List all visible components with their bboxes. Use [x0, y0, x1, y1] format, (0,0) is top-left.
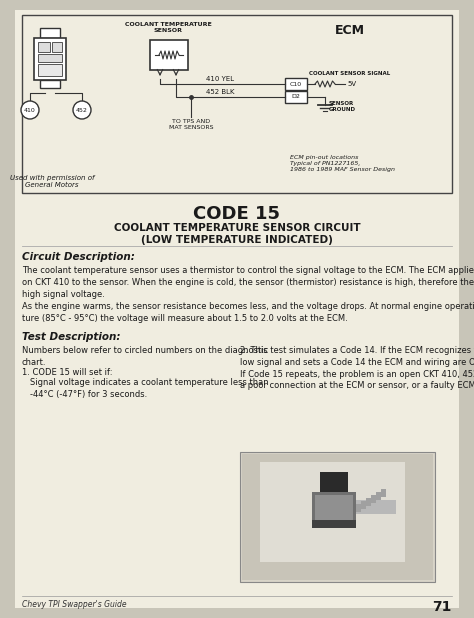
Text: Test Description:: Test Description:	[22, 332, 120, 342]
Bar	[150, 40, 188, 70]
Bar	[381, 489, 386, 497]
Bar	[371, 495, 376, 503]
Text: 410 YEL: 410 YEL	[206, 76, 234, 82]
Bar	[285, 91, 307, 103]
Circle shape	[21, 101, 39, 119]
Bar	[260, 462, 405, 562]
Text: Numbers below refer to circled numbers on the diagnostic
chart.: Numbers below refer to circled numbers o…	[22, 346, 268, 367]
Text: Chevy TPI Swapper's Guide: Chevy TPI Swapper's Guide	[22, 600, 127, 609]
Bar	[240, 452, 435, 582]
Bar	[312, 520, 356, 528]
Bar	[285, 78, 307, 90]
Text: (LOW TEMPERATURE INDICATED): (LOW TEMPERATURE INDICATED)	[141, 235, 333, 245]
Bar	[376, 492, 381, 500]
Text: ECM: ECM	[335, 24, 365, 37]
Text: C10: C10	[290, 82, 302, 87]
Text: 5V: 5V	[347, 81, 356, 87]
Bar	[38, 42, 50, 52]
Text: 2. This test simulates a Code 14. If the ECM recognizes the
low signal and sets : 2. This test simulates a Code 14. If the…	[240, 346, 474, 391]
Bar	[34, 38, 66, 80]
Text: 452 BLK: 452 BLK	[206, 89, 234, 95]
Bar	[366, 498, 371, 506]
Text: COOLANT TEMPERATURE SENSOR CIRCUIT: COOLANT TEMPERATURE SENSOR CIRCUIT	[114, 223, 360, 233]
Bar	[242, 454, 433, 580]
Bar	[356, 500, 396, 514]
Bar	[40, 80, 60, 88]
Text: 71: 71	[433, 600, 452, 614]
Text: Signal voltage indicates a coolant temperature less than
-44°C (-47°F) for 3 sec: Signal voltage indicates a coolant tempe…	[30, 378, 269, 399]
Text: COOLANT TEMPERATURE
SENSOR: COOLANT TEMPERATURE SENSOR	[125, 22, 211, 33]
Bar	[361, 501, 366, 509]
Text: 1. CODE 15 will set if:: 1. CODE 15 will set if:	[22, 368, 112, 377]
Text: The coolant temperature sensor uses a thermistor to control the signal voltage t: The coolant temperature sensor uses a th…	[22, 266, 474, 298]
Text: Used with permission of
General Motors: Used with permission of General Motors	[10, 175, 94, 188]
Bar	[38, 54, 62, 62]
Text: COOLANT SENSOR SIGNAL: COOLANT SENSOR SIGNAL	[309, 71, 390, 76]
Bar	[315, 495, 353, 521]
Bar	[52, 42, 62, 52]
Text: CODE 15: CODE 15	[193, 205, 281, 223]
Bar	[312, 492, 356, 524]
Bar	[320, 472, 348, 494]
Bar	[356, 504, 361, 512]
Text: SENSOR
GROUND: SENSOR GROUND	[329, 101, 356, 112]
Text: 452: 452	[76, 108, 88, 112]
Bar	[38, 64, 62, 76]
Text: 410: 410	[24, 108, 36, 112]
Bar	[22, 15, 452, 193]
Text: ECM pin-out locations
Typical of PN1227165,
1986 to 1989 MAF Sensor Design: ECM pin-out locations Typical of PN12271…	[290, 155, 395, 172]
Bar	[40, 28, 60, 38]
Text: Circuit Description:: Circuit Description:	[22, 252, 135, 262]
Text: As the engine warms, the sensor resistance becomes less, and the voltage drops. : As the engine warms, the sensor resistan…	[22, 302, 474, 323]
Circle shape	[73, 101, 91, 119]
Text: D2: D2	[292, 95, 301, 99]
Text: TO TPS AND
MAT SENSORS: TO TPS AND MAT SENSORS	[169, 119, 213, 130]
